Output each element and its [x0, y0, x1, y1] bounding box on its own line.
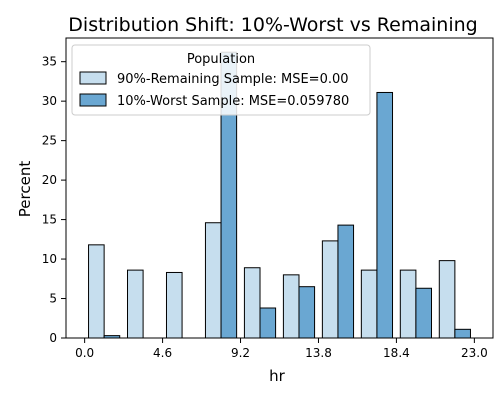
y-axis-label: Percent: [16, 161, 34, 218]
x-axis-ticks: 0.0 4.6 9.2 13.8 18.4 23.0: [75, 338, 488, 360]
x-tick-label: 13.8: [305, 346, 332, 360]
bar-remaining-bin-8: [400, 270, 416, 338]
bar-remaining-bin-4: [244, 268, 260, 338]
bar-worst-bin-9: [455, 329, 471, 338]
bar-worst-bin-5: [299, 287, 315, 338]
legend-label-worst: 10%-Worst Sample: MSE=0.059780: [117, 94, 349, 109]
legend-swatch-worst: [80, 94, 106, 106]
y-tick-label: 0: [49, 331, 57, 345]
bar-remaining-bin-7: [361, 270, 377, 338]
y-tick-label: 30: [42, 94, 57, 108]
legend-label-remaining: 90%-Remaining Sample: MSE=0.00: [117, 72, 349, 87]
bar-worst-bin-4: [260, 308, 276, 338]
legend-swatch-remaining: [80, 72, 106, 84]
bar-remaining-bin-2: [166, 272, 182, 338]
x-tick-label: 0.0: [75, 346, 94, 360]
y-tick-label: 10: [42, 252, 57, 266]
x-tick-label: 9.2: [231, 346, 250, 360]
y-tick-label: 20: [42, 173, 57, 187]
y-tick-label: 25: [42, 134, 57, 148]
y-tick-label: 5: [49, 292, 57, 306]
bar-worst-bin-6: [338, 225, 354, 338]
y-tick-label: 35: [42, 55, 57, 69]
legend: Population 90%-Remaining Sample: MSE=0.0…: [72, 45, 370, 115]
bar-remaining-bin-5: [283, 275, 299, 338]
legend-title: Population: [187, 52, 255, 67]
bar-remaining-bin-3: [205, 223, 221, 338]
x-tick-label: 18.4: [383, 346, 410, 360]
bar-worst-bin-7: [377, 92, 393, 338]
bar-worst-bin-8: [416, 288, 432, 338]
y-tick-label: 15: [42, 213, 57, 227]
bar-remaining-bin-6: [322, 241, 338, 338]
x-tick-label: 23.0: [461, 346, 488, 360]
chart-title: Distribution Shift: 10%-Worst vs Remaini…: [68, 14, 477, 36]
y-axis-ticks: 0 5 10 15 20 25 30 35: [42, 55, 66, 345]
x-tick-label: 4.6: [153, 346, 172, 360]
bar-remaining-bin-9: [439, 261, 455, 338]
x-axis-label: hr: [269, 367, 286, 385]
bar-remaining-bin-1: [128, 270, 144, 338]
bar-remaining-bin-0: [89, 245, 105, 338]
